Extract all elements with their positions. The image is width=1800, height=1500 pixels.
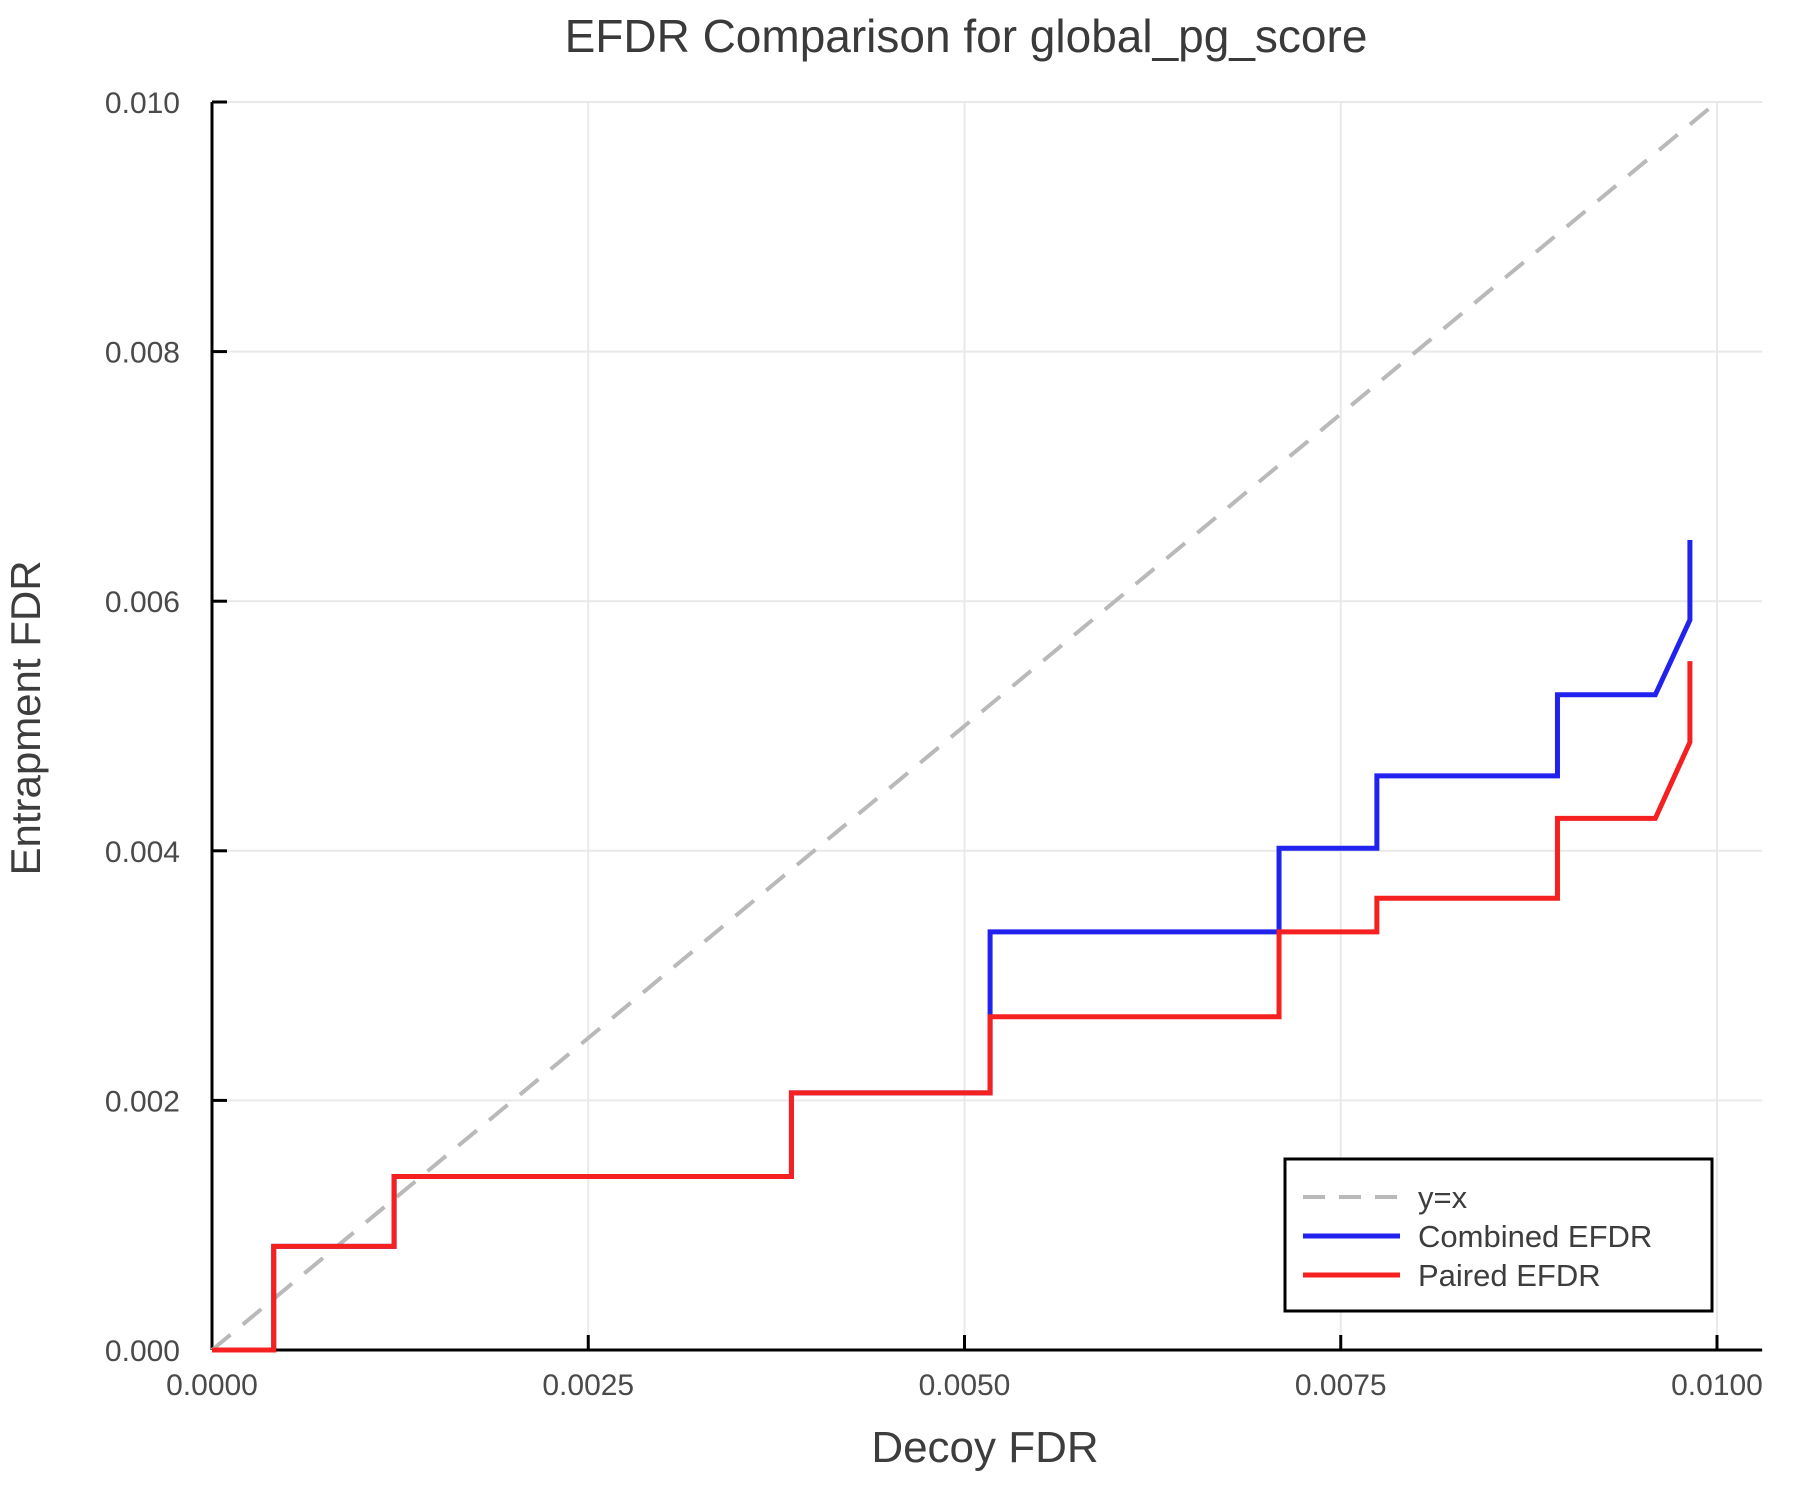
paired-efdr-line bbox=[212, 661, 1693, 1353]
legend-entry-y-x: y=x bbox=[1303, 1180, 1468, 1215]
x-tick-label: 0.0025 bbox=[542, 1369, 634, 1402]
axes-spines bbox=[210, 102, 1763, 1352]
legend: y=x Combined EFDR Paired EFDR bbox=[1283, 1157, 1714, 1313]
y-axis-label: Entrapment FDR bbox=[2, 560, 49, 875]
x-axis-label: Decoy FDR bbox=[871, 1423, 1098, 1472]
legend-label-paired-efdr: Paired EFDR bbox=[1418, 1258, 1601, 1293]
x-tick-label: 0.0000 bbox=[166, 1369, 258, 1402]
legend-label-y-x: y=x bbox=[1418, 1180, 1468, 1215]
data-series bbox=[210, 100, 1719, 1353]
y-tick-label: 0.000 bbox=[105, 1335, 180, 1368]
gridlines bbox=[212, 101, 1763, 1350]
x-tick-label: 0.0100 bbox=[1671, 1369, 1763, 1402]
legend-label-combined-efdr: Combined EFDR bbox=[1418, 1219, 1652, 1254]
y-tick-label: 0.006 bbox=[105, 586, 180, 619]
legend-entry-combined-efdr: Combined EFDR bbox=[1303, 1219, 1652, 1254]
y-x-line bbox=[210, 100, 1719, 1352]
y-tick-label: 0.010 bbox=[105, 87, 180, 120]
y-tick-label: 0.004 bbox=[105, 836, 180, 869]
tick-labels: 0.0000 0.0025 0.0050 0.0075 0.0100 0.000 0.002… bbox=[105, 87, 1763, 1402]
x-tick-label: 0.0050 bbox=[919, 1369, 1011, 1402]
y-tick-label: 0.008 bbox=[105, 337, 180, 370]
chart-title: EFDR Comparison for global_pg_score bbox=[565, 10, 1368, 62]
legend-entry-paired-efdr: Paired EFDR bbox=[1303, 1258, 1601, 1293]
x-tick-label: 0.0075 bbox=[1295, 1369, 1387, 1402]
y-tick-label: 0.002 bbox=[105, 1085, 180, 1118]
